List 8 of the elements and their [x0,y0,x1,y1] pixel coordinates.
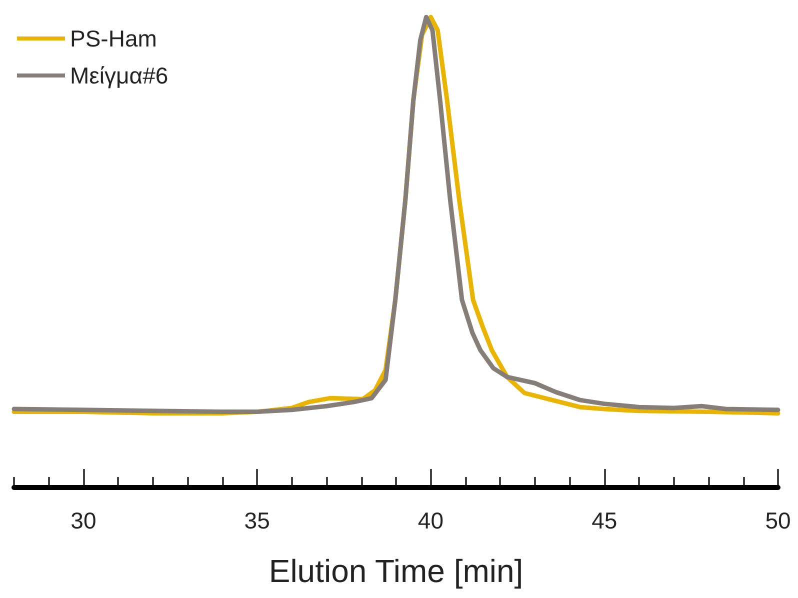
x-tick-label: 40 [418,508,444,534]
x-tick-label: 35 [244,508,270,534]
legend-label: Μείγμα#6 [70,62,168,88]
legend-label: PS-Ham [70,26,157,52]
x-tick-label: 45 [592,508,618,534]
x-tick-label: 50 [765,508,791,534]
x-tick-label: 30 [70,508,96,534]
x-axis-title: Elution Time [min] [268,553,524,589]
